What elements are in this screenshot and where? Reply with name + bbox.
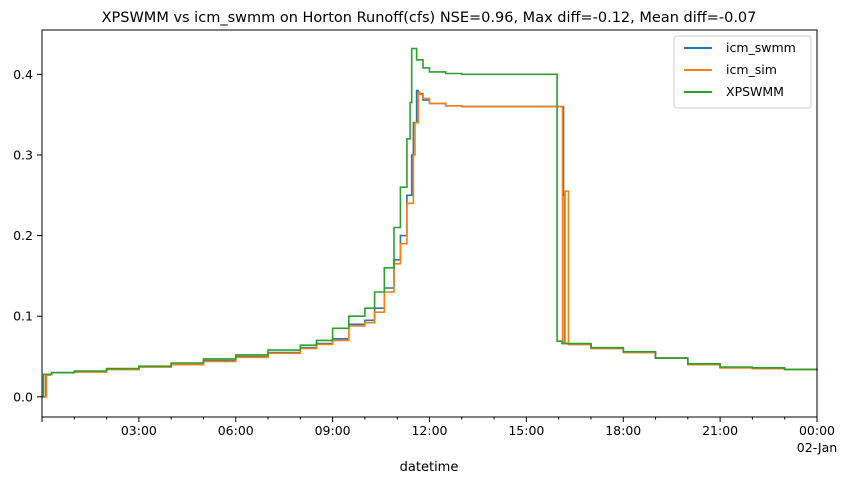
- y-tick-label: 0.1: [13, 309, 33, 324]
- x-tick-label: 12:00: [411, 423, 447, 438]
- series-line-xpswmm: [42, 47, 818, 398]
- x-axis-ticks: 03:00 06:00 09:00 12:00 15:00 18:00 21:00 00:00…: [41, 417, 837, 455]
- y-axis-ticks: 0.0 0.1 0.2 0.3 0.4: [13, 67, 42, 404]
- series-lines: [42, 47, 818, 398]
- x-axis-label: datetime: [400, 460, 459, 475]
- legend-label-icm-sim: icm_sim: [726, 62, 777, 77]
- x-tick-label: 15:00: [508, 423, 544, 438]
- series-line-icm-swmm: [42, 89, 818, 398]
- x-tick-sublabel: 02-Jan: [797, 440, 837, 455]
- legend-box: [673, 35, 812, 109]
- legend-label-xpswmm: XPSWMM: [726, 84, 784, 99]
- x-tick-label: 06:00: [218, 423, 254, 438]
- chart-title: XPSWMM vs icm_swmm on Horton Runoff(cfs)…: [102, 10, 757, 26]
- x-tick-label: 03:00: [121, 423, 157, 438]
- series-line-icm-sim: [42, 91, 818, 398]
- x-tick-label: 21:00: [702, 423, 738, 438]
- x-tick-label: 09:00: [315, 423, 351, 438]
- legend: icm_swmm icm_sim XPSWMM: [673, 35, 812, 109]
- x-tick-label: 00:00: [799, 423, 835, 438]
- y-tick-label: 0.0: [13, 389, 33, 404]
- y-tick-label: 0.3: [13, 147, 33, 162]
- legend-label-icm-swmm: icm_swmm: [726, 40, 796, 55]
- y-tick-label: 0.2: [13, 228, 33, 243]
- y-tick-label: 0.4: [13, 67, 33, 82]
- x-tick-label: 18:00: [605, 423, 641, 438]
